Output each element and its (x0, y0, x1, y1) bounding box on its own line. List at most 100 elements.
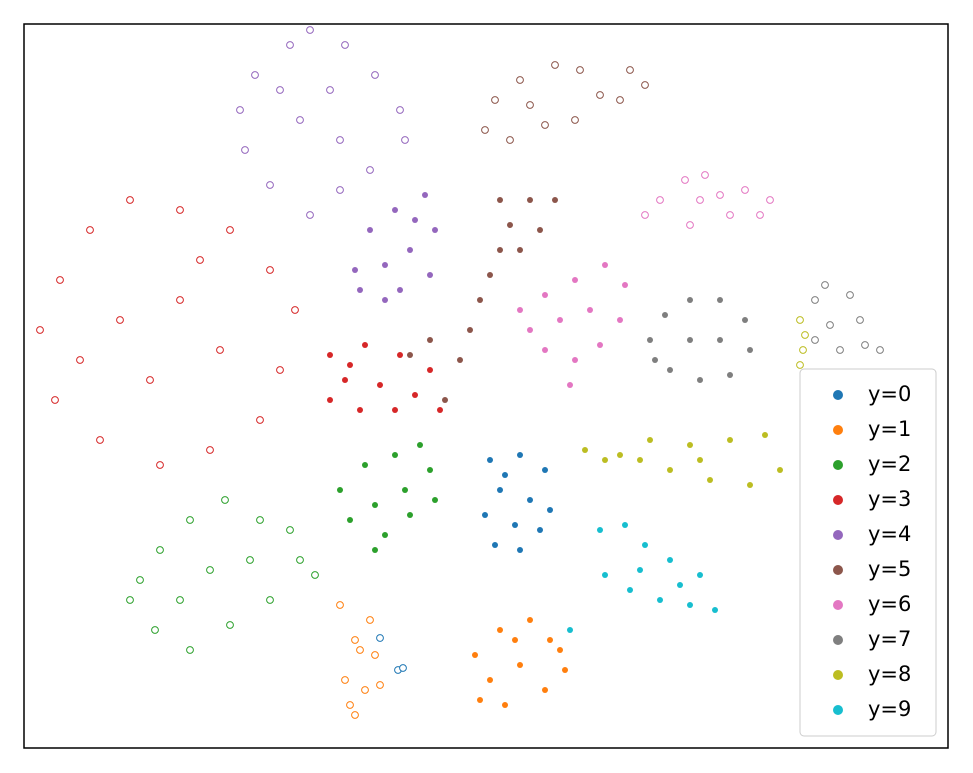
point (512, 522, 518, 528)
open-point (296, 556, 304, 564)
point (412, 217, 418, 223)
point (747, 347, 753, 353)
open-point (681, 176, 689, 184)
point (687, 442, 693, 448)
open-point (516, 76, 524, 84)
point (687, 602, 693, 608)
open-point (291, 306, 299, 314)
point (707, 477, 713, 483)
point (347, 517, 353, 523)
point (372, 502, 378, 508)
open-point (641, 81, 649, 89)
legend-label: y=7 (868, 627, 911, 651)
point (362, 462, 368, 468)
legend-label: y=2 (868, 452, 911, 476)
point (377, 382, 383, 388)
open-point (826, 321, 834, 329)
open-point (481, 126, 489, 134)
open-point (366, 166, 374, 174)
open-point (336, 186, 344, 194)
open-point (811, 296, 819, 304)
open-point (656, 196, 664, 204)
open-point (541, 121, 549, 129)
point (512, 637, 518, 643)
point (407, 247, 413, 253)
open-point (526, 101, 534, 109)
point (537, 227, 543, 233)
open-point (251, 71, 259, 79)
legend-box (799, 368, 937, 737)
point (407, 352, 413, 358)
legend-marker (833, 670, 843, 680)
legend-marker (833, 530, 843, 540)
open-point (186, 516, 194, 524)
open-point (266, 181, 274, 189)
point (527, 197, 533, 203)
point (327, 397, 333, 403)
open-point (311, 571, 319, 579)
open-point (151, 626, 159, 634)
point (617, 317, 623, 323)
open-point (126, 196, 134, 204)
point (547, 507, 553, 513)
open-point (801, 331, 809, 339)
open-point (811, 336, 819, 344)
point (352, 267, 358, 273)
open-point (856, 316, 864, 324)
open-point (616, 96, 624, 104)
open-point (266, 596, 274, 604)
point (572, 277, 578, 283)
open-point (326, 86, 334, 94)
point (627, 587, 633, 593)
open-point (286, 41, 294, 49)
open-point (246, 556, 254, 564)
legend-marker (833, 390, 843, 400)
point (602, 262, 608, 268)
open-point (276, 366, 284, 374)
point (667, 557, 673, 563)
open-point (86, 226, 94, 234)
legend-marker (833, 495, 843, 505)
point (542, 687, 548, 693)
point (362, 342, 368, 348)
point (662, 312, 668, 318)
open-point (236, 106, 244, 114)
point (502, 702, 508, 708)
open-point (286, 526, 294, 534)
point (427, 367, 433, 373)
point (487, 272, 493, 278)
point (542, 467, 548, 473)
point (647, 337, 653, 343)
point (357, 287, 363, 293)
open-point (156, 546, 164, 554)
point (427, 337, 433, 343)
point (467, 327, 473, 333)
point (492, 542, 498, 548)
point (567, 627, 573, 633)
point (637, 567, 643, 573)
point (597, 527, 603, 533)
point (517, 307, 523, 313)
point (482, 512, 488, 518)
point (657, 597, 663, 603)
point (742, 317, 748, 323)
point (502, 472, 508, 478)
open-point (351, 711, 359, 719)
point (472, 652, 478, 658)
open-point (226, 621, 234, 629)
open-point (596, 91, 604, 99)
point (547, 637, 553, 643)
point (527, 497, 533, 503)
point (622, 282, 628, 288)
point (487, 677, 493, 683)
point (697, 572, 703, 578)
point (487, 457, 493, 463)
point (427, 272, 433, 278)
open-point (796, 361, 804, 369)
open-point (361, 686, 369, 694)
legend-marker (833, 460, 843, 470)
point (517, 547, 523, 553)
point (602, 457, 608, 463)
open-point (641, 211, 649, 219)
point (497, 197, 503, 203)
